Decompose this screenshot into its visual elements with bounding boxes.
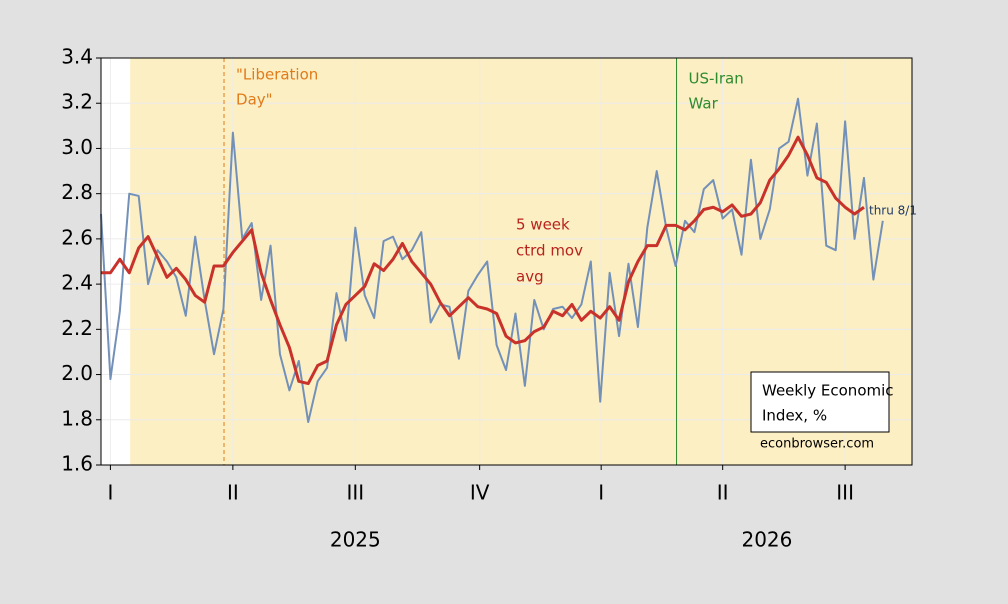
x-tick-label: I: [598, 481, 604, 505]
series-label: 5 week: [516, 216, 570, 234]
series-label: avg: [516, 268, 544, 286]
x-tick-label: I: [107, 481, 113, 505]
legend-text: Index, %: [762, 407, 827, 425]
x-tick-label: II: [717, 481, 729, 505]
y-tick-label: 3.0: [61, 135, 93, 159]
y-tick-label: 2.2: [61, 316, 93, 340]
y-tick-label: 3.2: [61, 90, 93, 114]
x-tick-label: III: [836, 481, 854, 505]
event-label: "Liberation: [236, 66, 318, 84]
event-label: US-Iran: [689, 70, 744, 88]
series-line: [100, 97, 884, 424]
series-line: [101, 135, 865, 386]
legend-text: Weekly Economic: [762, 382, 894, 400]
event-label: Day": [236, 91, 273, 109]
source: econbrowser.com: [760, 437, 874, 452]
y-tick-label: 2.4: [61, 271, 93, 295]
y-tick-label: 2.6: [61, 225, 93, 249]
y-tick-label: 1.6: [61, 452, 93, 476]
series-label: ctrd mov: [516, 242, 583, 260]
x-tick-label: III: [346, 481, 364, 505]
year-label: 2026: [741, 528, 792, 552]
plot-frame: [100, 57, 913, 466]
year-label: 2025: [330, 528, 381, 552]
y-tick-label: 2.8: [61, 180, 93, 204]
event-label: War: [689, 95, 719, 113]
y-tick-label: 3.4: [61, 45, 93, 69]
y-tick-label: 1.8: [61, 406, 93, 430]
y-tick-label: 2.0: [61, 361, 93, 385]
x-tick-label: II: [227, 481, 239, 505]
x-tick-label: IV: [470, 481, 490, 505]
end-note: thru 8/1: [869, 204, 917, 218]
legend-box: [750, 371, 890, 433]
